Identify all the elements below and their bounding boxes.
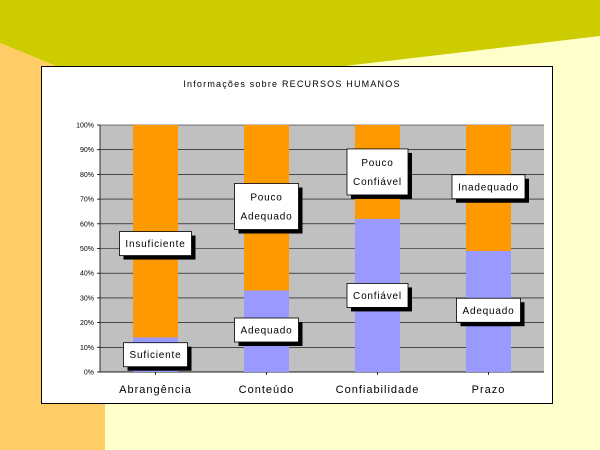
annotation-box: Insuficiente	[119, 231, 196, 260]
annotation-label: Suficiente	[130, 350, 182, 361]
y-tick-label: 20%	[80, 320, 94, 327]
category-label: Abrangência	[119, 384, 192, 396]
annotation-frame	[346, 283, 409, 308]
annotation-label: Inadequado	[458, 182, 519, 193]
y-tick-label: 30%	[80, 295, 94, 302]
y-tick-label: 60%	[80, 221, 94, 228]
annotation-box: Pouco Adequado	[234, 183, 303, 234]
annotation-box: Confiável	[346, 283, 412, 312]
annotation-label: Confiável	[353, 291, 402, 302]
annotation-box: Suficiente	[123, 342, 192, 371]
annotation-frame	[346, 148, 409, 196]
annotation-box: Adequado	[456, 297, 525, 327]
y-tick-label: 0%	[84, 370, 94, 377]
annotation-label: Adequado	[240, 212, 292, 223]
olive-accent-band	[0, 0, 600, 66]
y-tick-label: 10%	[80, 345, 94, 352]
annotation-label: Adequado	[240, 326, 292, 337]
annotation-label: Pouco	[250, 193, 282, 204]
y-tick-label: 50%	[80, 246, 94, 253]
annotation-frame	[234, 317, 299, 343]
annotation-label: Insuficiente	[125, 239, 185, 250]
peach-accent-band	[0, 43, 105, 450]
annotations: Insuficiente Suficiente Pouco Adequado Adequ…	[119, 148, 529, 371]
annotation-frame	[451, 174, 526, 200]
category-label: Prazo	[472, 384, 506, 396]
category-label: Conteúdo	[239, 384, 295, 396]
annotation-box: Inadequado	[451, 174, 529, 203]
annotation-frame	[123, 342, 188, 368]
annotation-label: Confiável	[353, 177, 402, 188]
y-tick-label: 80%	[80, 172, 94, 179]
stacked-bar-chart: Informações sobre RECURSOS HUMANOS 0% 10%…	[76, 79, 544, 396]
y-tick-label: 100%	[76, 123, 94, 130]
y-tick-label: 40%	[80, 271, 94, 278]
y-tick-label: 70%	[80, 197, 94, 204]
y-tick-label: 90%	[80, 147, 94, 154]
annotation-label: Pouco	[361, 158, 393, 169]
annotation-frame	[234, 183, 299, 230]
annotation-frame	[456, 297, 521, 323]
x-axis-categories: Abrangência Conteúdo Confiabilidade Prazo	[119, 372, 506, 396]
annotation-box: Adequado	[234, 317, 303, 347]
annotation-label: Adequado	[462, 306, 514, 317]
annotation-box: Pouco Confiável	[346, 148, 412, 199]
annotation-frame	[119, 231, 192, 256]
chart-title: Informações sobre RECURSOS HUMANOS	[183, 79, 400, 89]
chart-frame: Informações sobre RECURSOS HUMANOS 0% 10%…	[41, 66, 553, 404]
category-label: Confiabilidade	[336, 384, 420, 396]
